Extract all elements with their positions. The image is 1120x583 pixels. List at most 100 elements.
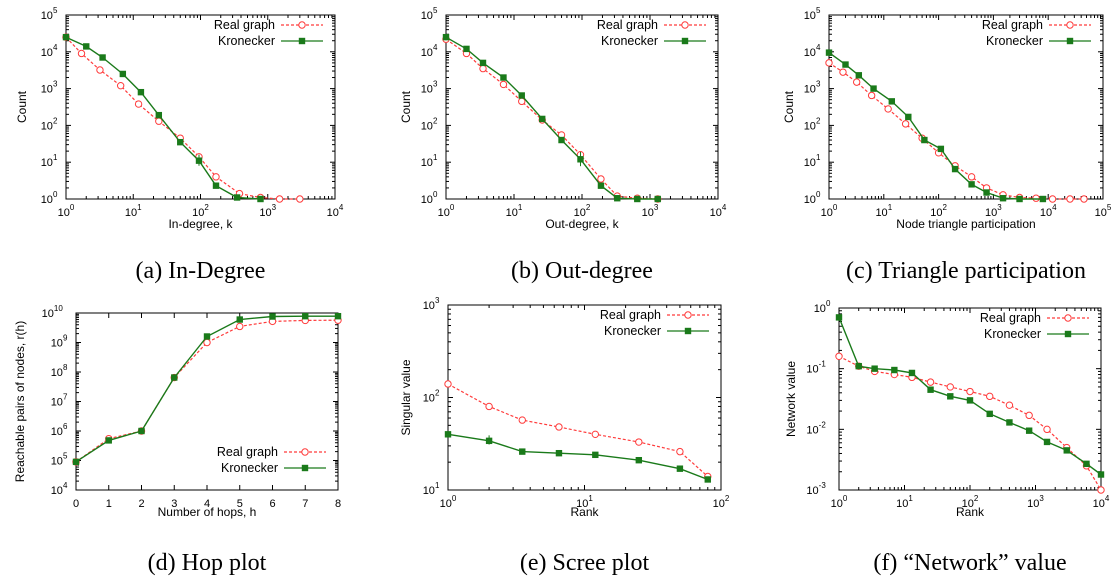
x-tick-label: 3: [171, 498, 177, 510]
y-tick-label: 109: [51, 334, 68, 350]
real-graph-point: [1097, 486, 1105, 494]
kronecker-point: [634, 195, 641, 203]
real-graph-line: [447, 383, 709, 477]
y-tick-label: 104: [51, 481, 68, 497]
kronecker-point: [704, 476, 711, 483]
kronecker-point: [236, 316, 243, 323]
y-tick-label: 105: [41, 6, 58, 22]
kronecker-point: [986, 410, 993, 418]
kronecker-line: [65, 36, 261, 200]
real-graph-point: [555, 423, 563, 431]
real-graph-point: [1080, 195, 1088, 203]
y-tick-label: 105: [51, 452, 68, 468]
legend-label: Real graph: [600, 308, 661, 322]
real-graph-point: [134, 100, 143, 108]
kronecker-point: [155, 111, 163, 119]
panel-caption: (c) Triangle participation: [846, 258, 1086, 284]
kronecker-point: [444, 431, 452, 438]
x-tick-label: 7: [302, 498, 308, 510]
legend-label: Kronecker: [221, 461, 278, 475]
real-graph-point: [96, 66, 104, 74]
plot-frame: [828, 14, 1104, 200]
real-graph-point: [676, 447, 684, 456]
panel-hop-plot: 0 1 2 3 4 5 6 7 8 104 105 106 107 108 109 1010 Number of…: [13, 304, 342, 576]
y-tick-label: 1010: [42, 304, 64, 320]
x-tick-label: 103: [1027, 494, 1044, 510]
kronecker-point: [302, 312, 309, 320]
y-tick-label: 103: [423, 296, 440, 312]
legend-label: Real graph: [597, 18, 658, 32]
kronecker-point: [334, 312, 342, 320]
real-graph-line: [445, 38, 658, 200]
kronecker-point: [947, 393, 954, 400]
panel-triangle-participation: 100 101 102 103 104 105 100 101 102 103 104 105 Node…: [782, 6, 1112, 284]
y-tick-label: 106: [51, 422, 68, 438]
x-axis-label: Node triangle participation: [896, 217, 1035, 231]
real-graph-point: [884, 105, 892, 113]
panel-caption: (e) Scree plot: [520, 550, 650, 576]
legend-marker: [298, 21, 306, 29]
y-tick-label: 100: [421, 190, 438, 206]
legend-marker: [684, 311, 692, 319]
kronecker-point: [983, 189, 990, 196]
kronecker-point: [1025, 427, 1033, 434]
kronecker-point: [485, 437, 493, 445]
y-axis-label: Count: [15, 90, 29, 123]
x-axis-label: Number of hops, h: [158, 505, 257, 519]
y-tick-label: 101: [421, 153, 438, 169]
kronecker-point: [555, 449, 563, 457]
y-tick-label: 102: [41, 116, 58, 132]
x-tick-label: 103: [642, 203, 659, 219]
kronecker-point: [83, 43, 90, 50]
real-graph-point: [77, 49, 86, 58]
kronecker-point: [1083, 460, 1090, 468]
panel-out-degree: 100 101 102 103 104 100 101 102 103 104 105 Out-deg…: [399, 6, 727, 284]
real-graph-point: [485, 402, 493, 411]
kronecker-point: [676, 465, 684, 472]
x-tick-label: 103: [985, 203, 1002, 219]
kronecker-point: [269, 313, 276, 320]
x-tick-label: 101: [875, 203, 892, 219]
real-graph-point: [1025, 411, 1033, 420]
kronecker-point: [195, 157, 203, 164]
kronecker-point: [62, 33, 70, 41]
real-graph-point: [1043, 425, 1051, 434]
real-graph-point: [967, 173, 976, 181]
real-graph-point: [212, 173, 220, 181]
y-axis-label: Network value: [784, 361, 798, 437]
real-graph-point: [839, 68, 847, 76]
kronecker-point: [966, 397, 974, 404]
y-tick-label: 108: [51, 363, 68, 379]
y-tick-label: 101: [423, 481, 440, 497]
x-tick-label: 102: [930, 203, 947, 219]
legend-marker: [1064, 330, 1072, 338]
y-tick-label: 103: [41, 80, 58, 96]
x-tick-label: 102: [192, 203, 209, 219]
x-tick-label: 5: [237, 498, 243, 510]
panel-in-degree: 100 101 102 103 104 100 101 102 103 104 105 In-degr…: [15, 6, 344, 284]
kronecker-point: [171, 374, 178, 381]
legend-label: Real graph: [982, 18, 1043, 32]
kronecker-point: [203, 333, 211, 340]
x-tick-label: 1: [106, 498, 112, 510]
x-tick-label: 2: [138, 498, 144, 510]
kronecker-point: [518, 92, 525, 99]
y-tick-label: 100: [804, 190, 821, 206]
kronecker-line: [838, 317, 1102, 476]
real-graph-point: [479, 64, 487, 73]
kronecker-point: [137, 88, 145, 96]
legend-marker: [301, 448, 309, 456]
x-tick-label: 100: [58, 203, 75, 219]
kronecker-point: [871, 365, 878, 372]
kronecker-point: [257, 195, 264, 203]
y-tick-label: 101: [804, 153, 821, 169]
x-tick-label: 100: [440, 494, 457, 510]
x-axis-label: In-degree, k: [168, 217, 233, 231]
y-tick-label: 102: [421, 116, 438, 132]
x-tick-label: 104: [710, 203, 727, 219]
y-tick-label: 103: [421, 80, 438, 96]
panel-caption: (d) Hop plot: [148, 550, 267, 576]
y-tick-label: 104: [41, 43, 58, 59]
real-graph-point: [1048, 195, 1057, 203]
kronecker-point: [951, 165, 959, 173]
